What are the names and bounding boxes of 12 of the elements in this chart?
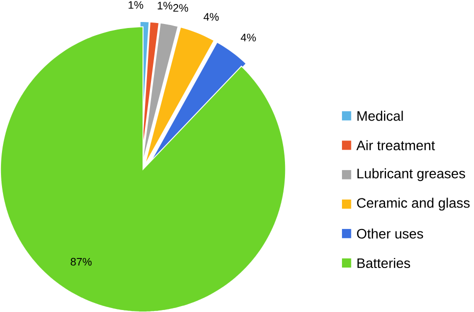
legend-label: Air treatment (356, 140, 435, 150)
data-label: 2% (173, 4, 188, 12)
data-label: 4% (204, 12, 219, 21)
legend-label: Lubricant greases (357, 168, 466, 181)
legend-label: Other uses (357, 228, 424, 238)
data-label: 87% (70, 258, 92, 266)
legend-label: Batteries (357, 258, 410, 268)
legend-label: Medical (357, 110, 403, 121)
legend-label: Ceramic and glass (357, 198, 470, 210)
data-label: 1% (128, 0, 144, 9)
data-label: 4% (240, 34, 256, 42)
data-label: 1% (158, 2, 172, 10)
